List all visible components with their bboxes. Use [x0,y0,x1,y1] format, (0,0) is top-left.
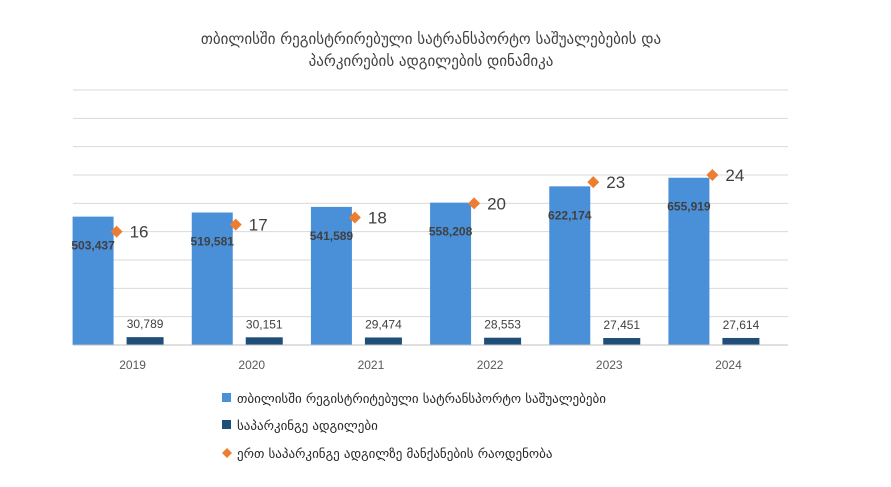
label-vehicles-2024: 655,919 [667,200,711,214]
chart-title: თბილისში რეგისტრირებული სატრანსპორტო საშ… [201,30,661,70]
x-tick-2024: 2024 [715,358,742,372]
label-ratio-2022: 20 [487,194,506,213]
bar-vehicles-2024 [668,177,710,345]
legend: თბილისში რეგისტრიტებული სატრანსპორტო საშ… [222,392,606,462]
marker-ratio-2020 [229,218,242,231]
bar-parking-2020 [245,337,283,345]
marker-ratio-2019 [110,225,123,238]
legend-swatch-ratio [222,448,232,458]
label-ratio-2021: 18 [368,209,387,228]
label-ratio-2023: 23 [606,173,625,192]
bar-vehicles-2022 [430,202,472,345]
legend-swatch-parking [222,420,231,429]
chart-title-line-1: თბილისში რეგისტრირებული სატრანსპორტო საშ… [201,30,661,48]
x-tick-2023: 2023 [596,358,623,372]
label-ratio-2024: 24 [725,166,744,185]
legend-swatch-vehicles [222,393,231,402]
label-vehicles-2023: 622,174 [548,208,592,222]
bar-parking-2021 [364,337,402,345]
bar-parking-2023 [603,338,641,345]
legend-label-ratio: ერთ საპარკინგე ადგილზე მანქანების რაოდენ… [237,447,552,462]
bar-vehicles-2020 [191,212,233,345]
x-tick-2019: 2019 [119,358,146,372]
plot-area [72,169,760,345]
label-parking-2020: 30,151 [246,317,283,331]
bar-parking-2022 [484,337,522,345]
x-tick-2020: 2020 [238,358,265,372]
label-vehicles-2019: 503,437 [71,239,115,253]
label-vehicles-2021: 541,589 [310,229,354,243]
x-tick-2021: 2021 [358,358,385,372]
bar-parking-2024 [722,337,760,345]
data-labels: 503,437 30,789 16 519,581 30,151 17 541,589 29,… [71,166,759,332]
legend-label-parking: საპარკინგე ადგილები [237,419,378,434]
chart-title-line-2: პარკირების ადგილების დინამიკა [309,52,554,70]
marker-ratio-2021 [348,211,361,224]
label-ratio-2019: 16 [130,223,149,242]
marker-ratio-2022 [468,197,481,210]
bar-vehicles-2023 [549,186,591,345]
label-parking-2023: 27,451 [603,318,640,332]
label-parking-2019: 30,789 [127,317,164,331]
label-vehicles-2022: 558,208 [429,225,473,239]
marker-ratio-2024 [706,169,719,181]
bar-vehicles-2021 [310,206,352,345]
bar-parking-2019 [126,337,164,345]
x-tick-2022: 2022 [477,358,504,372]
label-ratio-2020: 17 [249,216,268,235]
bar-vehicles-2019 [72,216,114,345]
x-axis: 2019 2020 2021 2022 2023 2024 [73,344,788,372]
marker-ratio-2023 [587,176,600,189]
label-parking-2021: 29,474 [365,317,402,331]
label-vehicles-2020: 519,581 [191,235,235,249]
legend-label-vehicles: თბილისში რეგისტრიტებული სატრანსპორტო საშ… [237,392,606,407]
label-parking-2022: 28,553 [484,318,521,332]
label-parking-2024: 27,614 [723,318,760,332]
